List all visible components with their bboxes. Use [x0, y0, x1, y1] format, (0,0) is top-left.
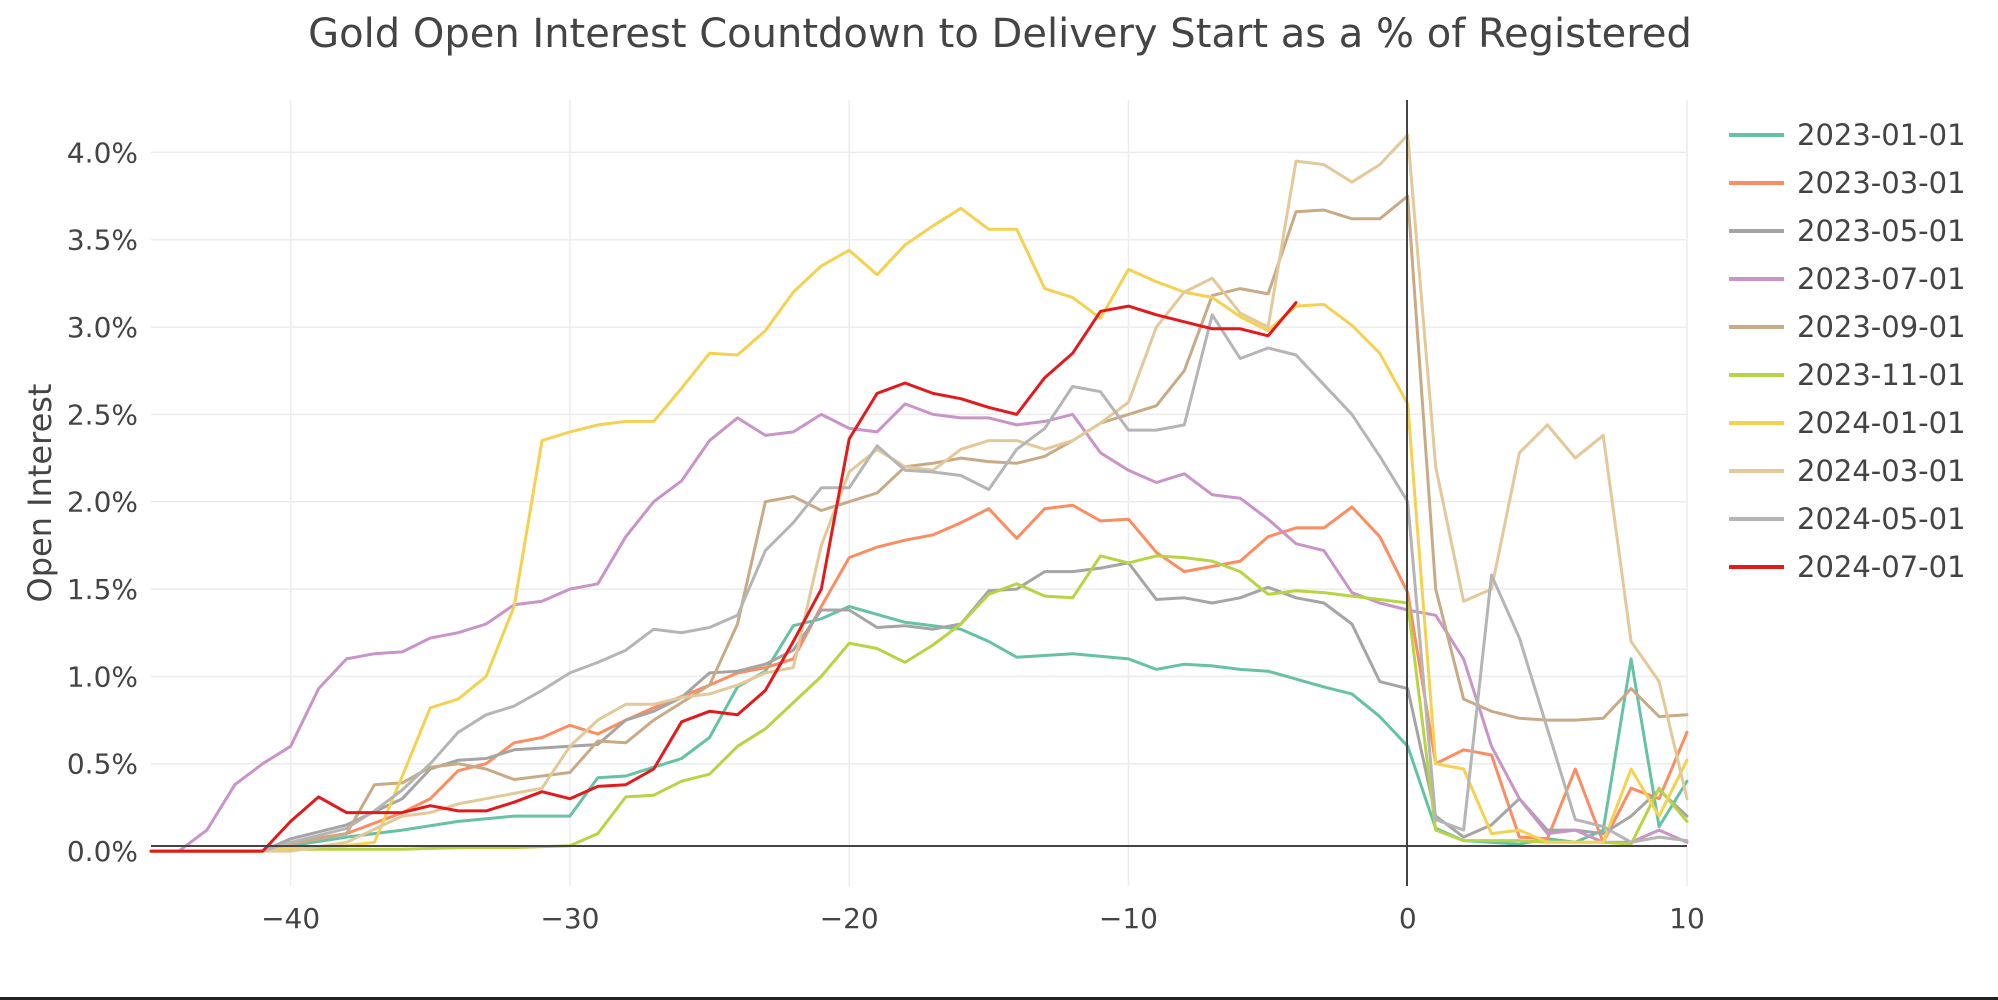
x-tick-label: −40	[261, 902, 320, 935]
axes	[151, 100, 1687, 886]
series-line-2023-01-01	[149, 605, 1689, 853]
bottom-divider	[0, 997, 1998, 1000]
y-tick-label: 2.5%	[67, 398, 138, 431]
y-tick-label: 0.0%	[67, 835, 138, 868]
legend-label: 2023-09-01	[1797, 310, 1966, 344]
legend-label: 2024-05-01	[1797, 502, 1966, 536]
x-tick-label: −20	[820, 902, 879, 935]
series-line-2024-01-01	[149, 206, 1689, 853]
legend-label: 2023-11-01	[1797, 358, 1966, 392]
series-line-2023-05-01	[149, 561, 1689, 853]
series-line-2023-03-01	[149, 503, 1689, 853]
series-line-2024-07-01	[149, 301, 1298, 853]
y-tick-labels: 0.0% 0.5% 1.0% 1.5% 2.0% 2.5% 3.0% 3.5% 4.0%	[67, 136, 138, 868]
x-tick-labels: −40 −30 −20 −10 0 10	[261, 902, 1705, 935]
legend-label: 2023-05-01	[1797, 214, 1966, 248]
chart-title: Gold Open Interest Countdown to Delivery…	[308, 11, 1692, 57]
series-line-2024-03-01	[149, 133, 1689, 853]
x-tick-label: −30	[540, 902, 599, 935]
y-tick-label: 1.0%	[67, 660, 138, 693]
y-tick-label: 1.5%	[67, 573, 138, 606]
y-tick-label: 3.5%	[67, 224, 138, 257]
series-line-2024-05-01	[149, 313, 1689, 853]
y-tick-label: 3.0%	[67, 311, 138, 344]
grid	[151, 100, 1688, 886]
y-tick-label: 0.5%	[67, 748, 138, 781]
series-line-2023-11-01	[149, 554, 1689, 853]
x-tick-label: −10	[1099, 902, 1158, 935]
series-layer	[149, 133, 1689, 853]
x-tick-label: 0	[1399, 902, 1417, 935]
series-line-2023-09-01	[149, 194, 1689, 853]
legend-label: 2023-01-01	[1797, 118, 1966, 152]
series-line-2023-07-01	[149, 402, 1689, 853]
legend-label: 2023-07-01	[1797, 262, 1966, 296]
legend-label: 2023-03-01	[1797, 166, 1966, 200]
legend: 2023-01-01 2023-03-01 2023-05-01 2023-07-01…	[1729, 118, 1966, 584]
y-axis-title: Open Interest	[21, 384, 59, 603]
legend-label: 2024-07-01	[1797, 550, 1966, 584]
y-tick-label: 4.0%	[67, 136, 138, 169]
legend-label: 2024-01-01	[1797, 406, 1966, 440]
legend-label: 2024-03-01	[1797, 454, 1966, 488]
y-tick-label: 2.0%	[67, 486, 138, 519]
x-tick-label: 10	[1669, 902, 1705, 935]
